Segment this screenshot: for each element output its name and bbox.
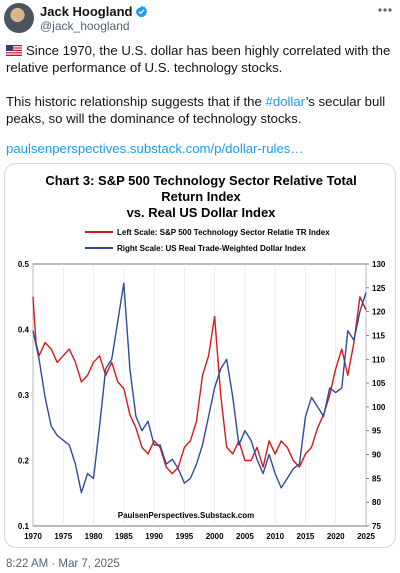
chart-title-line-1: Chart 3: S&P 500 Technology Sector Relat…	[45, 173, 356, 188]
tweet-line-4: peaks, so will the dominance of technolo…	[6, 111, 302, 126]
us-flag-icon	[6, 45, 22, 56]
x-tick-label: 1975	[54, 532, 72, 541]
x-tick-label: 1985	[115, 532, 133, 541]
x-tick-label: 2005	[236, 532, 254, 541]
x-axis: 1970 1975 1980 1985 1990 1995 2000 2005 2010 2015…	[24, 532, 375, 541]
left-axis: 0.1 0.2 0.3 0.4 0.5	[18, 260, 30, 531]
author-name-row: Jack Hoogland	[40, 4, 148, 19]
left-tick-label: 0.3	[18, 391, 30, 400]
gridlines	[32, 264, 367, 526]
x-tick-label: 1980	[85, 532, 103, 541]
right-tick-label: 105	[372, 379, 386, 388]
right-tick-label: 115	[372, 331, 385, 340]
chart-title-line-3: vs. Real US Dollar Index	[127, 205, 277, 220]
x-tick-label: 2015	[297, 532, 315, 541]
right-axis: 75 80 85 90 95 100 105 110 115 120 125 130	[366, 260, 386, 531]
legend-label-left-series: Left Scale: S&P 500 Technology Sector Re…	[117, 228, 330, 237]
right-tick-label: 90	[372, 451, 381, 460]
tweet-timestamp[interactable]: 8:22 AM · Mar 7, 2025	[6, 558, 120, 570]
series-lines	[32, 282, 367, 494]
tweet-line-3-end: ’s secular bull	[305, 94, 386, 109]
author-handle[interactable]: @jack_hoogland	[40, 19, 130, 33]
x-tick-label: 2000	[206, 532, 224, 541]
x-tick-label: 2020	[327, 532, 345, 541]
left-tick-label: 0.5	[18, 260, 30, 269]
right-tick-label: 110	[372, 355, 385, 364]
right-tick-label: 80	[372, 498, 381, 507]
chart-source-note: PaulsenPerspectives.Substack.com	[118, 511, 255, 520]
right-tick-label: 130	[372, 260, 386, 269]
article-link[interactable]: paulsenperspectives.substack.com/p/dolla…	[6, 141, 304, 156]
verified-badge-icon	[135, 5, 148, 18]
right-tick-label: 75	[372, 522, 381, 531]
legend-label-right-series: Right Scale: US Real Trade-Weighted Doll…	[117, 244, 306, 253]
series-line-real-dollar-index	[32, 282, 367, 494]
tweet-text-paragraph-2: This historic relationship suggests that…	[6, 93, 394, 127]
left-tick-label: 0.4	[18, 326, 30, 335]
tweet-line-2: relative performance of U.S. technology …	[6, 60, 283, 75]
right-tick-label: 120	[372, 308, 386, 317]
hashtag-dollar-link[interactable]: #dollar	[265, 94, 306, 109]
x-tick-label: 1970	[24, 532, 42, 541]
x-tick-label: 1995	[175, 532, 193, 541]
right-tick-label: 85	[372, 474, 381, 483]
chart-svg: Chart 3: S&P 500 Technology Sector Relat…	[18, 173, 386, 541]
tweet-line-1: Since 1970, the U.S. dollar has been hig…	[26, 43, 391, 58]
display-name[interactable]: Jack Hoogland	[40, 4, 133, 19]
x-tick-label: 2025	[357, 532, 375, 541]
left-tick-label: 0.1	[18, 522, 30, 531]
avatar[interactable]	[4, 3, 34, 33]
more-options-icon[interactable]	[377, 4, 393, 16]
chart-title-line-2: Return Index	[161, 189, 241, 204]
tweet-text-paragraph-1: Since 1970, the U.S. dollar has been hig…	[6, 42, 394, 76]
x-tick-label: 1990	[145, 532, 163, 541]
tweet-line-3-start: This historic relationship suggests that…	[6, 94, 266, 109]
left-tick-label: 0.2	[18, 457, 30, 466]
series-line-tech-relative-return	[32, 296, 367, 475]
right-tick-label: 100	[372, 403, 386, 412]
x-tick-label: 2010	[266, 532, 284, 541]
right-tick-label: 125	[372, 284, 386, 293]
right-tick-label: 95	[372, 427, 381, 436]
chart-image-card[interactable]: Chart 3: S&P 500 Technology Sector Relat…	[4, 163, 396, 548]
tweet-header: Jack Hoogland @jack_hoogland	[0, 0, 400, 40]
